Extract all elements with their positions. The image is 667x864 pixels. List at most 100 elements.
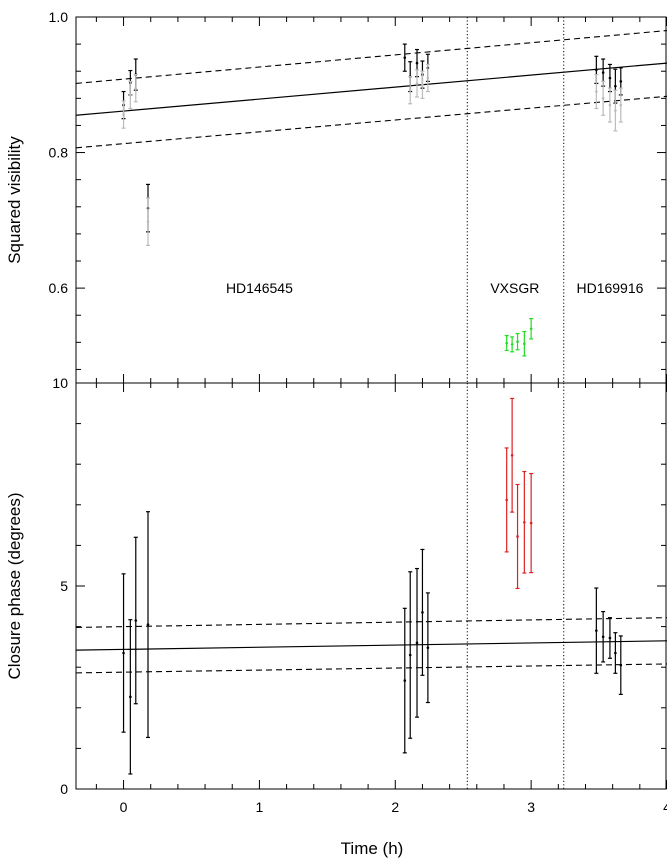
star-label: HD169916: [576, 280, 643, 296]
x-tick-label: 2: [391, 799, 399, 815]
upper-bound-line: [75, 617, 667, 628]
y-tick-label: 1.0: [49, 9, 69, 25]
lower-bound-line: [75, 663, 667, 674]
data-point: [510, 397, 515, 513]
point-marker: [523, 342, 526, 345]
data-point: [133, 74, 138, 103]
point-marker: [146, 623, 150, 626]
point-marker: [415, 82, 419, 85]
point-marker: [601, 97, 605, 100]
point-marker: [134, 619, 138, 622]
data-point: [618, 635, 623, 696]
data-point: [594, 587, 599, 674]
data-point: [146, 511, 151, 739]
lower-bound-line: [75, 95, 667, 149]
point-marker: [129, 695, 132, 699]
data-point: [607, 63, 612, 93]
closure-phase-panel: 0 5 10 0 1 2 3 4 Closure phase (degrees): [5, 375, 667, 815]
point-marker: [516, 340, 519, 343]
point-marker: [601, 71, 605, 74]
point-marker: [426, 76, 430, 80]
point-marker: [523, 520, 526, 524]
y-axis-label: Closure phase (degrees): [5, 492, 24, 679]
point-marker: [595, 90, 598, 93]
point-marker: [619, 80, 623, 83]
data-point: [425, 592, 430, 704]
data-point: [601, 610, 606, 663]
data-point: [415, 69, 420, 98]
x-tick-label: 1: [256, 799, 264, 815]
plot-frame: [75, 16, 667, 384]
data-point: [128, 619, 133, 775]
upper-bound-line: [75, 30, 667, 84]
point-marker: [415, 61, 419, 65]
data-point: [402, 607, 407, 754]
star-label: HD146545: [226, 280, 293, 296]
point-marker: [415, 641, 419, 645]
point-marker: [421, 83, 424, 87]
point-marker: [614, 109, 617, 112]
y-axis-label: Squared visibility: [5, 136, 24, 264]
data-point: [146, 197, 151, 247]
point-marker: [608, 103, 612, 107]
point-marker: [601, 635, 605, 639]
data-point: [408, 571, 413, 739]
fit-line: [75, 62, 667, 116]
data-point: [510, 336, 515, 353]
plot-frame: [75, 382, 667, 790]
fit-line: [75, 640, 667, 651]
data-point: [529, 472, 534, 574]
data-point: [601, 80, 606, 116]
point-marker: [595, 68, 598, 72]
data-point: [128, 80, 133, 110]
point-marker: [510, 343, 514, 346]
data-point: [504, 447, 509, 553]
data-point: [613, 632, 618, 674]
x-tick-label: 3: [527, 799, 535, 815]
y-tick-label: 0.6: [49, 280, 69, 296]
data-point: [415, 567, 420, 718]
data-point: [408, 76, 413, 105]
x-tick-label: 4: [663, 799, 667, 815]
point-marker: [608, 76, 612, 80]
point-marker: [516, 535, 519, 538]
point-marker: [122, 651, 125, 655]
point-marker: [608, 636, 612, 640]
point-marker: [614, 84, 617, 88]
point-marker: [408, 88, 412, 92]
data-point: [133, 536, 138, 705]
x-tick-label: 0: [120, 799, 128, 815]
data-point: [425, 63, 430, 93]
data-point: [607, 617, 612, 659]
point-marker: [426, 646, 430, 650]
x-axis-label: Time (h): [341, 839, 404, 858]
y-tick-label: 0: [60, 781, 68, 797]
data-point: [515, 332, 520, 351]
point-marker: [146, 220, 150, 223]
point-marker: [595, 629, 598, 632]
star-label: VXSGR: [490, 280, 539, 296]
point-marker: [529, 521, 533, 525]
data-point: [618, 87, 623, 123]
y-tick-label: 0.8: [49, 145, 69, 161]
data-point: [402, 43, 407, 72]
y-tick-label: 5: [60, 578, 68, 594]
data-point: [613, 89, 618, 132]
data-point: [594, 74, 599, 110]
squared-visibility-panel: 0.6 0.8 1.0 HD146545 VXSGR HD169916 Squared vi…: [5, 9, 667, 384]
data-point: [607, 87, 612, 123]
data-point: [420, 70, 425, 99]
data-point: [121, 573, 126, 733]
point-marker: [134, 86, 138, 90]
point-marker: [421, 611, 424, 614]
point-marker: [505, 341, 508, 345]
point-marker: [614, 651, 617, 655]
point-marker: [505, 498, 508, 502]
point-marker: [403, 56, 407, 59]
point-marker: [129, 93, 132, 97]
point-marker: [529, 327, 533, 331]
point-marker: [510, 453, 514, 457]
data-point: [420, 548, 425, 676]
data-point: [522, 470, 527, 574]
